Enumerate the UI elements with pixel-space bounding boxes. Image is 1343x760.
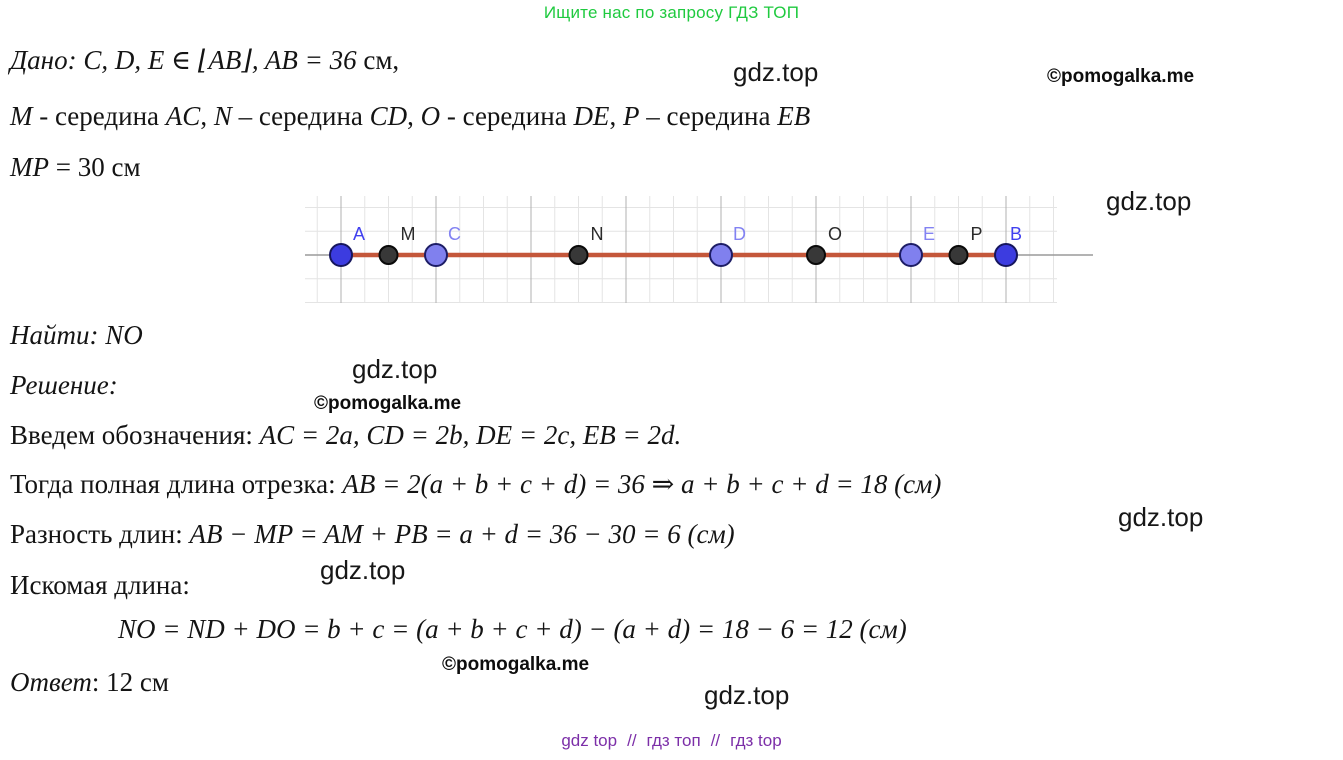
text-run: CD [369, 101, 408, 131]
solution-heading: Решение: [10, 370, 118, 401]
find-line: Найти: NO [10, 320, 143, 351]
point-B [994, 243, 1018, 267]
text-run: AB = 2(a + b + c + d) = 36 ⇒ a + b + c +… [342, 469, 942, 499]
grid-lines [305, 196, 1057, 303]
text-run: = 30 см [48, 152, 141, 182]
total-length-line: Тогда полная длина отрезка: AB = 2(a + b… [10, 469, 941, 500]
point-label-O: O [828, 224, 842, 244]
footer-separator: // [627, 731, 637, 750]
point-P [948, 245, 969, 265]
text-run: Найти: [10, 320, 106, 350]
point-O [806, 245, 826, 265]
text-run: NO [105, 320, 143, 350]
text-run: : 12 см [91, 667, 169, 697]
point-label-P: P [971, 224, 983, 244]
mp-length-line: MP = 30 см [10, 152, 141, 183]
text-run: AC [165, 101, 201, 131]
text-run: , [609, 101, 623, 131]
text-run: N [213, 101, 232, 131]
watermark-gdz-top: gdz.top [320, 555, 406, 585]
text-run: EB [777, 101, 811, 131]
point-label-M: M [401, 224, 416, 244]
text-run: Дано: [10, 45, 84, 75]
watermark-gdz-top: gdz.top [352, 354, 438, 384]
text-run: MP [10, 152, 49, 182]
given-line: Дано: C, D, E ∈ ⌊AB⌋, AB = 36 см, [10, 45, 399, 76]
text-run: DE [573, 101, 610, 131]
watermark-gdz-top: gdz.top [1106, 186, 1192, 216]
point-label-C: C [448, 224, 461, 244]
watermark-pomogalka: ©pomogalka.me [314, 393, 462, 414]
point-label-A: A [353, 224, 365, 244]
text-run: M [10, 101, 33, 131]
point-N [568, 245, 589, 265]
notation-line: Введем обозначения: AC = 2a, CD = 2b, DE… [10, 420, 681, 451]
answer-line: Ответ: 12 см [10, 667, 169, 698]
text-run: см, [363, 45, 400, 75]
point-D [709, 243, 733, 267]
text-run: - середина [440, 101, 574, 131]
text-run: – середина [231, 101, 370, 131]
difference-line: Разность длин: AB − MP = AM + PB = a + d… [10, 519, 735, 550]
footer-separator: // [710, 731, 721, 750]
point-E [899, 243, 923, 267]
text-run: , [407, 101, 421, 131]
text-run: Ответ [10, 667, 92, 697]
point-label-E: E [923, 224, 935, 244]
text-run: O [420, 101, 441, 131]
text-run: P [622, 101, 640, 131]
point-M [378, 245, 399, 265]
diagram-points [329, 243, 1018, 267]
point-C [424, 243, 448, 267]
point-A [329, 243, 353, 267]
top-banner-text: Ищите нас по запросу ГДЗ ТОП [543, 3, 800, 22]
text-run: – середина [639, 101, 778, 131]
text-run: Тогда полная длина отрезка: [10, 469, 343, 499]
watermark-pomogalka: ©pomogalka.me [442, 654, 590, 675]
footer-link[interactable]: гдз top [730, 731, 782, 750]
result-formula-line: NO = ND + DO = b + c = (a + b + c + d) −… [118, 614, 907, 645]
watermark-gdz-top: gdz.top [1118, 502, 1204, 532]
text-run: Введем обозначения: [10, 420, 260, 450]
point-label-D: D [733, 224, 746, 244]
footer-link[interactable]: гдз топ [646, 731, 701, 750]
text-run: , [200, 101, 214, 131]
point-label-B: B [1010, 224, 1022, 244]
text-run: - середина [32, 101, 166, 131]
watermark-pomogalka: ©pomogalka.me [1047, 66, 1195, 87]
footer-links: gdz top // гдз топ // гдз top [0, 731, 1343, 751]
text-run: Решение: [10, 370, 118, 400]
text-run: Разность длин: [10, 519, 190, 549]
text-run: Искомая длина: [10, 570, 190, 600]
text-run: AB − MP = AM + PB = a + d = 36 − 30 = 6 … [189, 519, 735, 549]
watermark-gdz-top: gdz.top [704, 680, 790, 710]
footer-link[interactable]: gdz top [561, 731, 618, 750]
point-label-N: N [591, 224, 604, 244]
text-run: C, D, E ∈ ⌊AB⌋, AB = 36 [83, 45, 364, 75]
text-run: AC = 2a, CD = 2b, DE = 2c, EB = 2d. [259, 420, 682, 450]
midpoints-line: M - середина AC, N – середина CD, O - се… [10, 101, 810, 132]
sought-length-label: Искомая длина: [10, 570, 190, 601]
watermark-gdz-top: gdz.top [733, 57, 819, 87]
text-run: NO = ND + DO = b + c = (a + b + c + d) −… [118, 614, 907, 644]
